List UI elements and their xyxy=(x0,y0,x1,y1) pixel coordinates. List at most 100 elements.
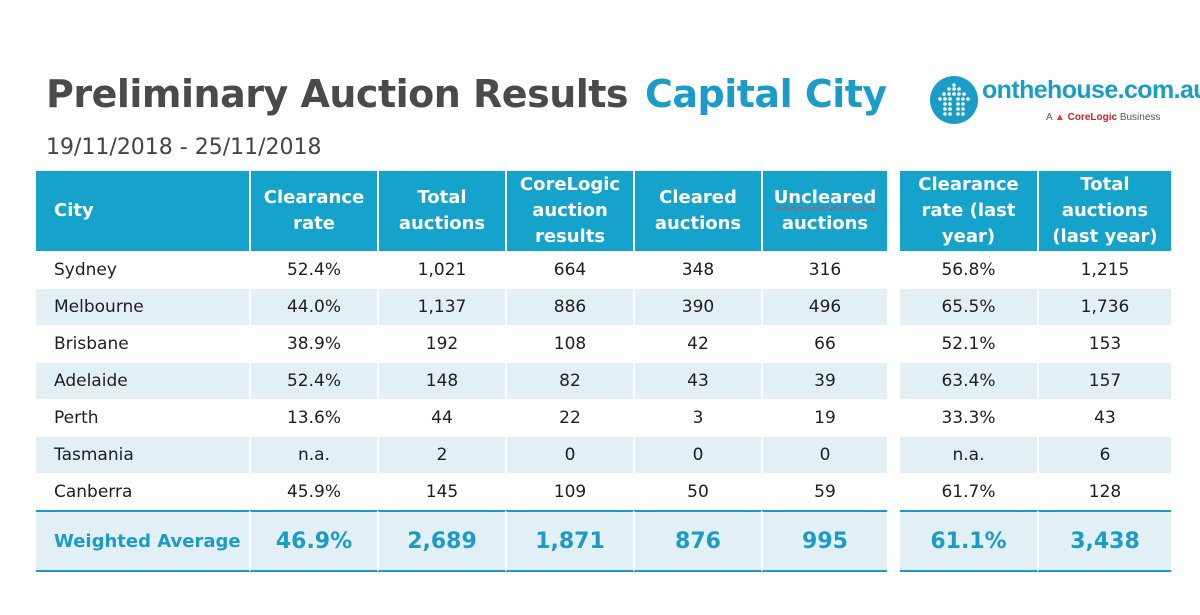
table-row: Melbourne 44.0% 1,137 886 390 496 xyxy=(36,288,887,325)
cell-total-ly: 128 xyxy=(1037,473,1171,510)
house-globe-icon xyxy=(930,76,978,124)
table-row: Tasmania n.a. 2 0 0 0 xyxy=(36,436,887,473)
cell-corelogic: 108 xyxy=(505,325,633,362)
cell-uncleared: 39 xyxy=(761,362,887,399)
table-row: n.a. 6 xyxy=(900,436,1171,473)
table-header-row: Clearance rate (last year) Total auction… xyxy=(900,171,1171,251)
weighted-average-row: Weighted Average 46.9% 2,689 1,871 876 9… xyxy=(36,510,887,572)
cell-cleared: 3 xyxy=(633,399,761,436)
cell-city: Adelaide xyxy=(36,362,249,399)
cell-total-ly: 3,438 xyxy=(1037,510,1171,572)
cell-city: Perth xyxy=(36,399,249,436)
cell-clearance-ly: 52.1% xyxy=(900,325,1037,362)
tag-suffix: Business xyxy=(1119,112,1161,123)
col-header-city: City xyxy=(36,171,249,251)
cell-clearance: 38.9% xyxy=(249,325,377,362)
cell-corelogic: 82 xyxy=(505,362,633,399)
col-header-corelogic: CoreLogic auction results xyxy=(505,171,633,251)
cell-total: 1,021 xyxy=(377,251,505,288)
cell-total: 1,137 xyxy=(377,288,505,325)
cell-clearance-ly: 56.8% xyxy=(900,251,1037,288)
cell-city: Sydney xyxy=(36,251,249,288)
cell-total-ly: 1,215 xyxy=(1037,251,1171,288)
cell-uncleared: 0 xyxy=(761,436,887,473)
cell-uncleared: 66 xyxy=(761,325,887,362)
cell-clearance: 45.9% xyxy=(249,473,377,510)
cell-city: Canberra xyxy=(36,473,249,510)
cell-corelogic: 664 xyxy=(505,251,633,288)
cell-clearance: 52.4% xyxy=(249,362,377,399)
table-row: 65.5% 1,736 xyxy=(900,288,1171,325)
col-header-cleared: Cleared auctions xyxy=(633,171,761,251)
cell-uncleared: 19 xyxy=(761,399,887,436)
cell-city: Weighted Average xyxy=(36,510,249,572)
cell-corelogic: 0 xyxy=(505,436,633,473)
cell-cleared: 390 xyxy=(633,288,761,325)
cell-clearance-ly: n.a. xyxy=(900,436,1037,473)
cell-cleared: 348 xyxy=(633,251,761,288)
cell-cleared: 42 xyxy=(633,325,761,362)
cell-clearance: 46.9% xyxy=(249,510,377,572)
cell-clearance: 52.4% xyxy=(249,251,377,288)
onthehouse-logo: onthehouse.com.au A ▲ CoreLogic Business xyxy=(928,74,1200,134)
col-header-clearance: Clearance rate xyxy=(249,171,377,251)
cell-clearance-ly: 33.3% xyxy=(900,399,1037,436)
table-row: Perth 13.6% 44 22 3 19 xyxy=(36,399,887,436)
table-header-row: City Clearance rate Total auctions CoreL… xyxy=(36,171,887,251)
weighted-average-row: 61.1% 3,438 xyxy=(900,510,1171,572)
date-range: 19/11/2018 - 25/11/2018 xyxy=(46,135,322,160)
cell-clearance-ly: 61.7% xyxy=(900,473,1037,510)
table-row: Brisbane 38.9% 192 108 42 66 xyxy=(36,325,887,362)
cell-total: 148 xyxy=(377,362,505,399)
cell-city: Melbourne xyxy=(36,288,249,325)
col-header-total-last-year: Total auctions (last year) xyxy=(1037,171,1171,251)
cell-total: 2,689 xyxy=(377,510,505,572)
cell-total: 145 xyxy=(377,473,505,510)
uncleared-auctions-word: auctions xyxy=(781,213,869,234)
logo-wordmark: onthehouse.com.au xyxy=(982,76,1200,104)
cell-clearance-ly: 63.4% xyxy=(900,362,1037,399)
cell-total: 192 xyxy=(377,325,505,362)
cell-total-ly: 43 xyxy=(1037,399,1171,436)
cell-total-ly: 157 xyxy=(1037,362,1171,399)
cell-corelogic: 1,871 xyxy=(505,510,633,572)
table-row: Canberra 45.9% 145 109 50 59 xyxy=(36,473,887,510)
tag-prefix: A xyxy=(1046,112,1053,123)
col-header-uncleared: Uncleared auctions xyxy=(761,171,887,251)
cell-uncleared: 995 xyxy=(761,510,887,572)
cell-city: Brisbane xyxy=(36,325,249,362)
table-row: 63.4% 157 xyxy=(900,362,1171,399)
last-year-table: Clearance rate (last year) Total auction… xyxy=(900,171,1171,572)
table-row: 33.3% 43 xyxy=(900,399,1171,436)
table-row: 52.1% 153 xyxy=(900,325,1171,362)
corelogic-icon: ▲ xyxy=(1054,112,1065,123)
cell-cleared: 50 xyxy=(633,473,761,510)
cell-total: 2 xyxy=(377,436,505,473)
cell-cleared: 876 xyxy=(633,510,761,572)
cell-total-ly: 153 xyxy=(1037,325,1171,362)
table-row: 61.7% 128 xyxy=(900,473,1171,510)
auction-results-table: City Clearance rate Total auctions CoreL… xyxy=(36,171,887,572)
cell-uncleared: 59 xyxy=(761,473,887,510)
col-header-clearance-last-year: Clearance rate (last year) xyxy=(900,171,1037,251)
cell-clearance: 13.6% xyxy=(249,399,377,436)
cell-clearance-ly: 65.5% xyxy=(900,288,1037,325)
cell-clearance: n.a. xyxy=(249,436,377,473)
cell-city: Tasmania xyxy=(36,436,249,473)
table-row: Sydney 52.4% 1,021 664 348 316 xyxy=(36,251,887,288)
col-header-total: Total auctions xyxy=(377,171,505,251)
cell-total-ly: 1,736 xyxy=(1037,288,1171,325)
table-row: 56.8% 1,215 xyxy=(900,251,1171,288)
cell-corelogic: 886 xyxy=(505,288,633,325)
cell-clearance-ly: 61.1% xyxy=(900,510,1037,572)
cell-corelogic: 22 xyxy=(505,399,633,436)
cell-total-ly: 6 xyxy=(1037,436,1171,473)
cell-corelogic: 109 xyxy=(505,473,633,510)
cell-uncleared: 316 xyxy=(761,251,887,288)
uncleared-word: Uncleared xyxy=(773,187,877,208)
page-subtitle: Capital City xyxy=(645,72,887,116)
cell-total: 44 xyxy=(377,399,505,436)
cell-uncleared: 496 xyxy=(761,288,887,325)
cell-cleared: 0 xyxy=(633,436,761,473)
page-title: Preliminary Auction Results xyxy=(46,72,629,116)
